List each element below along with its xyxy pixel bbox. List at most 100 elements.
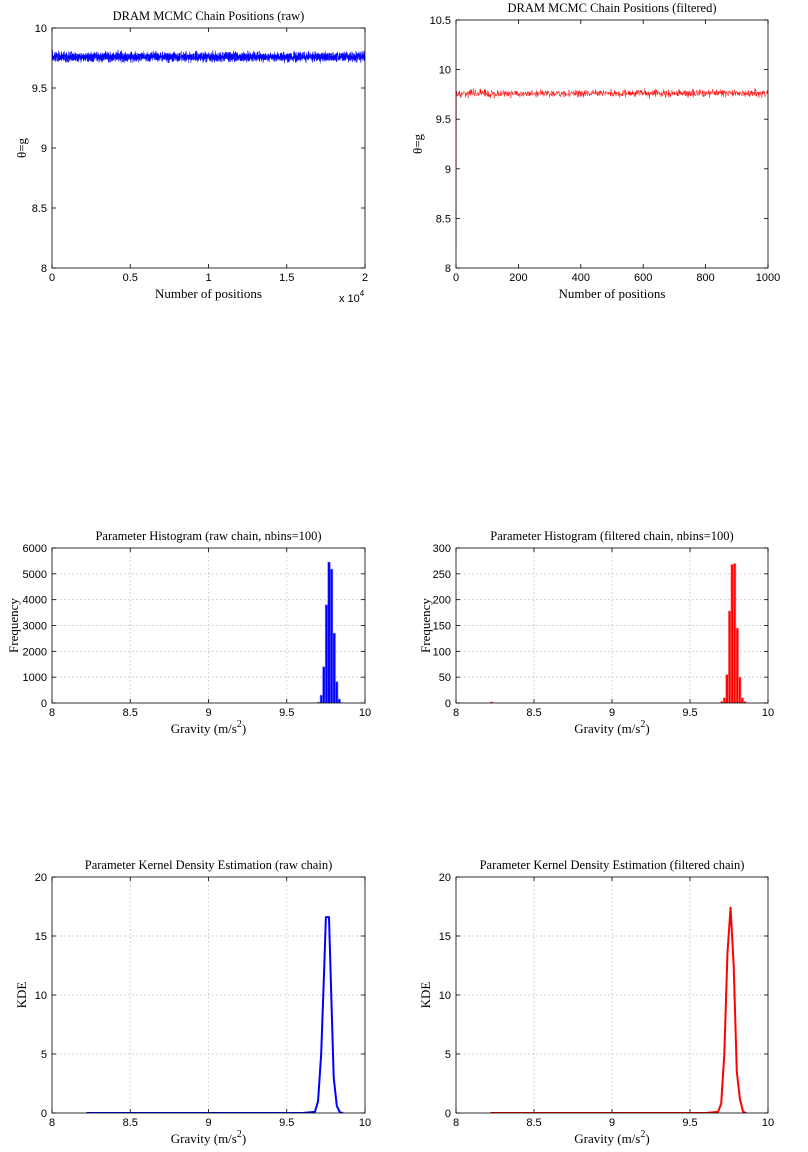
- y-tick-label: 1000: [23, 672, 47, 684]
- x-tick-label: 8.5: [526, 1117, 541, 1129]
- y-tick-label: 0: [41, 1108, 47, 1120]
- y-tick-label: 8.5: [32, 203, 47, 215]
- x-tick-label: 8.5: [123, 707, 138, 719]
- histogram-bar: [332, 632, 336, 703]
- histogram-bar: [319, 694, 323, 703]
- x-tick-label: 800: [696, 272, 714, 284]
- x-axis-label: Gravity (m/s2): [171, 719, 246, 736]
- y-axis-label: KDE: [418, 982, 433, 1009]
- x-tick-label: 8: [453, 1117, 459, 1129]
- x-tick-label: 1.5: [279, 272, 294, 284]
- x-axis-label-text: Number of positions: [559, 286, 666, 301]
- y-tick-label: 150: [433, 621, 451, 633]
- chart-title: DRAM MCMC Chain Positions (raw): [113, 9, 305, 23]
- histogram-bar: [327, 561, 331, 703]
- plot-area: [456, 20, 768, 268]
- histogram-bar: [490, 701, 494, 703]
- histogram-bar: [725, 674, 729, 703]
- x-tick-label: 10: [359, 1117, 371, 1129]
- y-tick-label: 300: [433, 543, 451, 555]
- y-tick-label: 50: [439, 672, 451, 684]
- x-axis-label-end: ): [645, 1131, 649, 1146]
- data-layer: [490, 906, 747, 1113]
- x-axis-multiplier-text: x 10: [339, 293, 360, 305]
- y-tick-label: 9: [445, 164, 451, 176]
- x-tick-label: 1: [205, 272, 211, 284]
- x-tick-label: 0.5: [123, 272, 138, 284]
- y-tick-label: 10: [439, 990, 451, 1002]
- chart-title: Parameter Histogram (raw chain, nbins=10…: [95, 529, 321, 543]
- x-tick-label: 8.5: [123, 1117, 138, 1129]
- x-tick-label: 10: [762, 1117, 774, 1129]
- y-tick-label: 0: [41, 698, 47, 710]
- x-tick-label: 600: [634, 272, 652, 284]
- x-tick-label: 10: [359, 707, 371, 719]
- y-tick-label: 15: [439, 931, 451, 943]
- y-tick-label: 5000: [23, 569, 47, 581]
- y-tick-label: 10: [35, 23, 47, 35]
- x-tick-label: 8: [49, 707, 55, 719]
- y-axis-label: θ=g: [410, 133, 425, 154]
- y-tick-label: 15: [35, 931, 47, 943]
- x-tick-label: 200: [509, 272, 527, 284]
- y-tick-label: 5: [445, 1049, 451, 1061]
- x-tick-label: 9.5: [279, 707, 294, 719]
- y-tick-label: 200: [433, 595, 451, 607]
- y-tick-label: 0: [445, 1108, 451, 1120]
- data-layer: [490, 563, 747, 703]
- chain-trace-line: [52, 49, 365, 64]
- x-axis-label-end: ): [645, 721, 649, 736]
- histogram-bar: [740, 697, 744, 703]
- x-tick-label: 9: [609, 1117, 615, 1129]
- x-tick-label: 0: [49, 272, 55, 284]
- y-tick-label: 9.5: [436, 114, 451, 126]
- y-axis-label: KDE: [14, 982, 29, 1009]
- histogram-bar: [324, 604, 329, 703]
- x-axis-label-end: ): [242, 721, 246, 736]
- x-axis-multiplier-exponent: 4: [360, 289, 365, 298]
- chain-trace-line: [456, 88, 768, 247]
- y-tick-label: 250: [433, 569, 451, 581]
- x-axis-label: Gravity (m/s2): [574, 1129, 649, 1146]
- x-axis-label-superscript: 2: [640, 719, 645, 730]
- x-axis-label-text: Gravity (m/s: [574, 1131, 640, 1146]
- y-tick-label: 4000: [23, 595, 47, 607]
- x-tick-label: 8.5: [526, 707, 541, 719]
- y-tick-label: 2000: [23, 646, 47, 658]
- y-axis-label: Frequency: [6, 598, 21, 653]
- data-layer: [456, 88, 768, 247]
- histogram-bar: [733, 563, 737, 703]
- plot-area: [52, 28, 365, 268]
- histogram-bar: [728, 610, 732, 703]
- x-axis-label-text: Number of positions: [155, 286, 262, 301]
- kde-curve: [86, 916, 344, 1113]
- x-tick-label: 8: [49, 1117, 55, 1129]
- x-axis-label: Number of positions: [559, 286, 666, 301]
- x-tick-label: 2: [362, 272, 368, 284]
- y-tick-label: 6000: [23, 543, 47, 555]
- chart-raw-hist: 8 8.5 9 9.5 10 0 1000 2000 3000 4000 5000 6000 Param…: [6, 529, 371, 736]
- x-axis-label-text: Gravity (m/s: [171, 1131, 237, 1146]
- histogram-bar: [722, 697, 727, 703]
- histogram-bar: [322, 666, 326, 703]
- x-tick-label: 10: [762, 707, 774, 719]
- x-tick-label: 400: [572, 272, 590, 284]
- histogram-bar: [735, 627, 739, 703]
- chart-raw-kde: 8 8.5 9 9.5 10 0 5 10 15 20 Parameter Kernel Densi…: [14, 858, 371, 1146]
- y-tick-label: 8: [41, 263, 47, 275]
- y-tick-label: 10.5: [430, 15, 451, 27]
- chart-title: Parameter Histogram (filtered chain, nbi…: [490, 529, 733, 543]
- chart-raw-trace: 0 0.5 1 1.5 2 8 8.5 9 9.5 10 DRAM MCMC Chain Posit…: [14, 9, 368, 305]
- y-tick-label: 9.5: [32, 83, 47, 95]
- y-tick-label: 9: [41, 143, 47, 155]
- histogram-bar: [335, 681, 339, 703]
- x-axis-label-superscript: 2: [237, 719, 242, 730]
- x-tick-label: 9: [205, 707, 211, 719]
- chart-title: Parameter Kernel Density Estimation (fil…: [480, 858, 745, 872]
- x-tick-label: 9.5: [682, 1117, 697, 1129]
- x-axis-label-end: ): [242, 1131, 246, 1146]
- y-tick-label: 8: [445, 263, 451, 275]
- y-tick-label: 10: [439, 65, 451, 77]
- y-axis-label: Frequency: [418, 598, 433, 653]
